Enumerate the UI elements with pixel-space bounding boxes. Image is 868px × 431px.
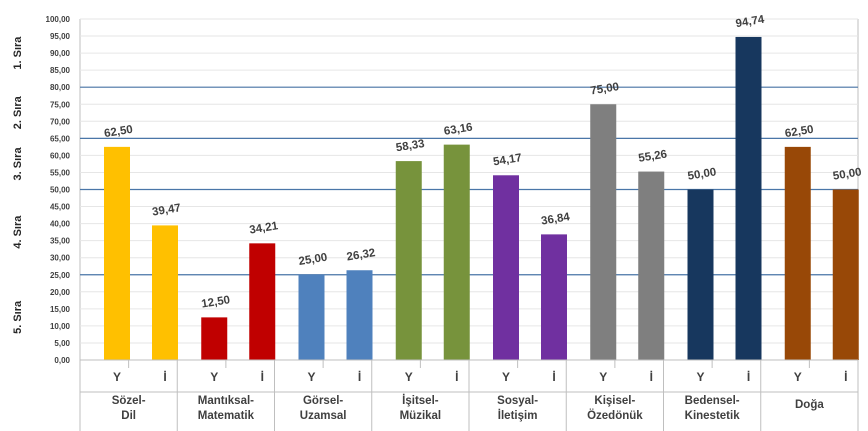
sub-category-label: Y <box>502 370 510 384</box>
y-tick-label: 5,00 <box>54 339 70 348</box>
bar <box>346 270 373 360</box>
rank-label: 3. Sıra <box>12 147 24 181</box>
y-tick-label: 20,00 <box>50 288 71 297</box>
bar <box>784 146 811 360</box>
bar <box>832 189 859 360</box>
value-labels: 62,50 39,47 12,50 34,21 25,00 26,32 58,33 63,16… <box>103 14 862 311</box>
sub-category-label: Y <box>794 370 802 384</box>
y-tick-label: 30,00 <box>50 254 71 263</box>
rank-labels: 1. Sıra 2. Sıra 3. Sıra 4. Sıra 5. Sıra <box>12 36 24 334</box>
bar <box>298 274 325 360</box>
data-label: 62,50 <box>103 124 133 140</box>
bar <box>201 317 228 360</box>
bar <box>638 171 665 360</box>
y-tick-label: 45,00 <box>50 203 71 212</box>
category-label: İşitsel- <box>402 394 439 407</box>
bar <box>590 104 617 360</box>
y-tick-label: 60,00 <box>50 151 71 160</box>
y-tick-label: 85,00 <box>50 66 71 75</box>
category-label: Sözel- <box>112 395 146 407</box>
category-label: Özedönük <box>587 409 643 422</box>
rank-label: 4. Sıra <box>12 215 24 249</box>
sub-category-label: İ <box>163 369 166 384</box>
bar <box>395 161 422 360</box>
data-label: 62,50 <box>784 124 814 140</box>
y-tick-label: 65,00 <box>50 134 71 143</box>
y-tick-label: 0,00 <box>54 356 70 365</box>
data-label: 50,00 <box>832 166 862 182</box>
y-tick-label: 40,00 <box>50 220 71 229</box>
sub-category-label: Y <box>405 370 413 384</box>
data-label: 54,17 <box>492 152 522 168</box>
data-label: 36,84 <box>540 211 571 227</box>
data-label: 34,21 <box>249 220 280 236</box>
data-label: 50,00 <box>687 166 717 182</box>
data-label: 39,47 <box>151 202 181 218</box>
y-tick-label: 15,00 <box>50 305 71 314</box>
sub-category-label: Y <box>113 370 121 384</box>
y-tick-label: 95,00 <box>50 32 71 41</box>
bars <box>104 36 859 361</box>
bar <box>443 144 470 360</box>
category-label: Dil <box>121 410 136 422</box>
y-tick-label: 80,00 <box>50 83 71 92</box>
y-tick-label: 100,00 <box>46 15 71 24</box>
data-label: 63,16 <box>443 121 473 137</box>
data-label: 94,74 <box>735 14 766 30</box>
sub-category-label: İ <box>747 369 750 384</box>
data-label: 58,33 <box>395 138 425 154</box>
y-tick-labels: 0,00 5,00 10,00 15,00 20,00 25,00 30,00 35,00 40… <box>46 15 71 365</box>
y-tick-label: 90,00 <box>50 49 71 58</box>
sub-category-label: Y <box>599 370 607 384</box>
sub-category-label: İ <box>650 369 653 384</box>
bar <box>152 225 178 360</box>
category-label: Sosyal- <box>497 395 538 407</box>
bar <box>687 189 714 360</box>
y-tick-label: 55,00 <box>50 168 71 177</box>
y-tick-label: 75,00 <box>50 100 71 109</box>
category-label: Doğa <box>795 399 824 411</box>
category-label: Kişisel- <box>594 395 635 407</box>
rank-label: 5. Sıra <box>12 300 24 334</box>
bar <box>541 234 567 360</box>
category-label: Kinestetik <box>685 410 741 422</box>
bar <box>104 146 130 360</box>
sub-category-label: Y <box>696 370 704 384</box>
bar <box>493 175 519 360</box>
category-table: Y İ Sözel- Dil Y İ Mantıksal- Matematik Y İ Görsel… <box>80 359 858 431</box>
data-label: 25,00 <box>298 252 328 268</box>
data-label: 75,00 <box>590 81 620 97</box>
y-tick-label: 25,00 <box>50 271 71 280</box>
y-tick-label: 70,00 <box>50 117 71 126</box>
sub-category-label: İ <box>552 369 555 384</box>
data-label: 26,32 <box>346 247 376 263</box>
category-label: İletişim <box>498 409 538 422</box>
y-tick-label: 50,00 <box>50 186 71 195</box>
category-label: Müzikal <box>400 410 442 422</box>
category-label: Bedensel- <box>685 395 740 407</box>
category-label: Matematik <box>198 410 255 422</box>
sub-category-label: İ <box>844 369 847 384</box>
bar <box>249 243 276 360</box>
sub-category-label: İ <box>261 369 264 384</box>
y-tick-label: 10,00 <box>50 322 71 331</box>
sub-category-label: İ <box>455 369 458 384</box>
rank-label: 1. Sıra <box>12 36 24 70</box>
sub-category-label: Y <box>307 370 315 384</box>
sub-category-label: İ <box>358 369 361 384</box>
sub-category-label: Y <box>210 370 218 384</box>
data-label: 12,50 <box>201 294 231 310</box>
bar <box>735 36 762 361</box>
y-tick-label: 35,00 <box>50 237 71 246</box>
category-label: Mantıksal- <box>198 395 254 407</box>
category-label: Görsel- <box>303 395 343 407</box>
category-label: Uzamsal <box>300 410 347 422</box>
data-label: 55,26 <box>638 148 668 164</box>
rank-label: 2. Sıra <box>12 95 24 129</box>
